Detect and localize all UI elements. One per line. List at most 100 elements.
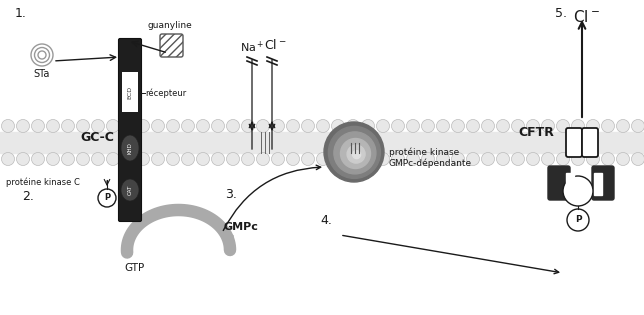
Circle shape bbox=[328, 126, 381, 178]
Circle shape bbox=[211, 152, 225, 165]
Circle shape bbox=[556, 119, 569, 133]
Circle shape bbox=[527, 119, 540, 133]
FancyBboxPatch shape bbox=[592, 166, 614, 200]
Text: 2.: 2. bbox=[22, 191, 34, 203]
Circle shape bbox=[437, 119, 450, 133]
Circle shape bbox=[122, 152, 135, 165]
Text: STa: STa bbox=[34, 69, 50, 79]
Circle shape bbox=[563, 176, 593, 206]
FancyBboxPatch shape bbox=[566, 128, 582, 157]
FancyBboxPatch shape bbox=[160, 34, 183, 57]
Circle shape bbox=[106, 152, 120, 165]
Circle shape bbox=[167, 152, 180, 165]
Circle shape bbox=[137, 152, 149, 165]
FancyArrowPatch shape bbox=[223, 165, 321, 231]
Ellipse shape bbox=[121, 135, 139, 161]
Text: protéine kinase
GMPc-dépendante: protéine kinase GMPc-dépendante bbox=[389, 148, 472, 168]
Text: récepteur: récepteur bbox=[145, 88, 186, 98]
Circle shape bbox=[361, 119, 375, 133]
Circle shape bbox=[497, 152, 509, 165]
Text: guanyline: guanyline bbox=[147, 21, 193, 30]
Circle shape bbox=[406, 119, 419, 133]
Circle shape bbox=[167, 119, 180, 133]
Bar bbox=[122, 72, 138, 112]
Circle shape bbox=[137, 119, 149, 133]
Text: P: P bbox=[574, 215, 582, 225]
Text: GMPc: GMPc bbox=[224, 222, 259, 232]
Circle shape bbox=[256, 152, 269, 165]
Text: GTP: GTP bbox=[125, 263, 145, 273]
Circle shape bbox=[511, 119, 524, 133]
Circle shape bbox=[422, 119, 435, 133]
Circle shape bbox=[32, 152, 44, 165]
Circle shape bbox=[361, 152, 375, 165]
Circle shape bbox=[346, 152, 359, 165]
Circle shape bbox=[556, 152, 569, 165]
Circle shape bbox=[601, 152, 614, 165]
Circle shape bbox=[272, 119, 285, 133]
Text: Na$^+$: Na$^+$ bbox=[240, 39, 264, 54]
Circle shape bbox=[392, 152, 404, 165]
Text: GC-C: GC-C bbox=[80, 131, 114, 144]
Circle shape bbox=[451, 152, 464, 165]
FancyArrowPatch shape bbox=[343, 236, 559, 274]
Circle shape bbox=[324, 122, 384, 182]
Circle shape bbox=[91, 152, 104, 165]
Circle shape bbox=[511, 152, 524, 165]
Circle shape bbox=[301, 152, 314, 165]
Circle shape bbox=[98, 189, 116, 207]
Circle shape bbox=[542, 119, 554, 133]
Bar bbox=[0, 132, 644, 153]
Circle shape bbox=[587, 119, 600, 133]
Circle shape bbox=[334, 132, 376, 174]
Circle shape bbox=[542, 152, 554, 165]
Circle shape bbox=[301, 119, 314, 133]
Circle shape bbox=[482, 119, 495, 133]
Circle shape bbox=[106, 119, 120, 133]
Circle shape bbox=[567, 209, 589, 231]
Circle shape bbox=[451, 119, 464, 133]
Circle shape bbox=[632, 119, 644, 133]
Circle shape bbox=[46, 119, 59, 133]
Circle shape bbox=[316, 152, 330, 165]
Circle shape bbox=[151, 119, 164, 133]
FancyBboxPatch shape bbox=[118, 38, 142, 221]
Circle shape bbox=[377, 119, 390, 133]
Bar bbox=[594, 173, 602, 195]
Circle shape bbox=[332, 152, 345, 165]
Circle shape bbox=[482, 152, 495, 165]
Circle shape bbox=[272, 152, 285, 165]
Circle shape bbox=[182, 152, 194, 165]
Circle shape bbox=[151, 152, 164, 165]
Text: 5.: 5. bbox=[555, 7, 567, 20]
Circle shape bbox=[1, 152, 15, 165]
Text: Cl$^-$: Cl$^-$ bbox=[264, 38, 286, 52]
Text: 1.: 1. bbox=[15, 7, 27, 20]
Text: 4.: 4. bbox=[320, 214, 332, 226]
Circle shape bbox=[437, 152, 450, 165]
Text: KHD: KHD bbox=[128, 142, 133, 154]
Text: CFTR: CFTR bbox=[518, 126, 554, 139]
Text: Cl$^-$: Cl$^-$ bbox=[573, 9, 600, 25]
Circle shape bbox=[46, 152, 59, 165]
Circle shape bbox=[1, 119, 15, 133]
Circle shape bbox=[632, 152, 644, 165]
Circle shape bbox=[377, 152, 390, 165]
Circle shape bbox=[242, 152, 254, 165]
Circle shape bbox=[196, 152, 209, 165]
Circle shape bbox=[316, 119, 330, 133]
Circle shape bbox=[571, 152, 585, 165]
Text: protéine kinase C: protéine kinase C bbox=[6, 177, 80, 187]
Circle shape bbox=[601, 119, 614, 133]
Circle shape bbox=[332, 119, 345, 133]
Circle shape bbox=[287, 119, 299, 133]
Circle shape bbox=[587, 152, 600, 165]
Circle shape bbox=[616, 152, 629, 165]
Bar bbox=[566, 173, 574, 195]
Circle shape bbox=[466, 119, 480, 133]
Circle shape bbox=[571, 119, 585, 133]
Circle shape bbox=[341, 139, 370, 169]
Circle shape bbox=[527, 152, 540, 165]
Circle shape bbox=[353, 151, 361, 158]
Text: CAT: CAT bbox=[128, 185, 133, 195]
